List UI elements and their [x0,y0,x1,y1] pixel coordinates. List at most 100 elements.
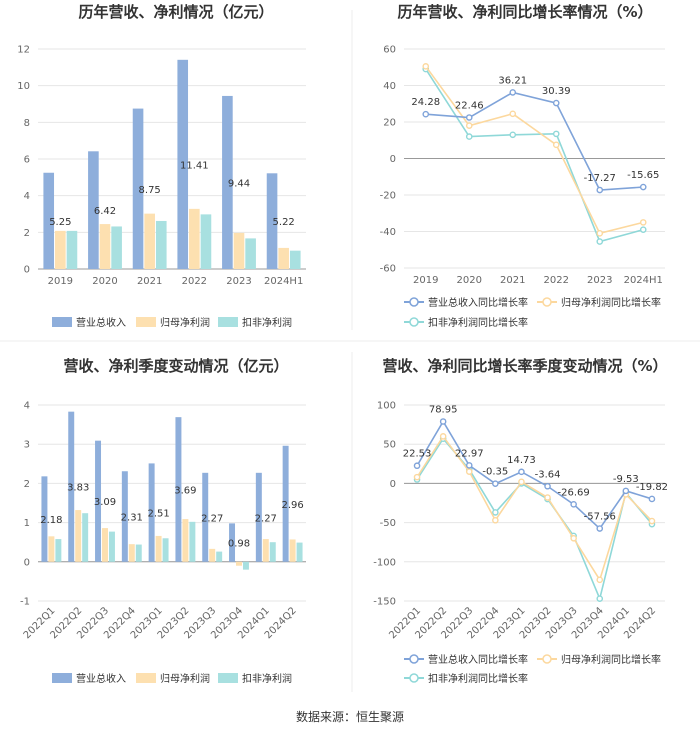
data-point [570,501,577,508]
legend-marker [542,297,552,307]
x-tick-label: 2020 [92,276,117,287]
data-point [596,576,604,584]
bar-revenue [175,417,182,562]
x-tick-label: 2023 [587,275,612,286]
y-tick-label: 2 [24,479,30,490]
bar-revenue [41,476,48,562]
legend-label: 归母净利润同比增长率 [561,296,661,309]
annual-revenue-profit-bar-chart: 历年营收、净利情况（亿元） 0 2 4 6 8 10 12 2019 2020 2021 2022 2… [17,3,306,329]
bar-revenue [222,95,233,269]
series-line-deducted-profit [425,68,644,243]
legend-label: 归母净利润同比增长率 [561,653,661,666]
bar-deducted-profit [55,539,62,562]
bar-revenue [43,172,55,269]
data-label: -17.27 [584,173,616,184]
data-label: 11.41 [180,160,209,171]
data-label: 2.27 [255,513,277,524]
data-label: 2.27 [201,513,223,524]
y-tick-label: 4 [24,401,30,412]
data-point [439,418,447,425]
y-tick-label: -150 [373,597,396,608]
x-tick-label: 2020 [457,275,482,286]
x-tick-label: 2024H1 [624,275,663,286]
y-tick-label: 12 [17,45,30,56]
y-tick-label: 6 [24,155,30,166]
bar-parent-profit [289,539,296,562]
data-point [596,186,604,194]
data-point [465,122,473,129]
series-line-parent-profit [425,65,644,235]
data-point [422,63,430,70]
bar-parent-profit [99,224,111,269]
legend-label: 营业总收入 [76,316,126,329]
data-point [648,495,656,503]
bar-deducted-profit [155,220,167,269]
y-tick-label: -1 [20,597,30,608]
data-label: 2.51 [147,509,169,520]
legend-label: 营业总收入同比增长率 [428,296,528,309]
bar-revenue [132,108,144,269]
data-point [518,468,525,476]
data-point [422,110,430,118]
data-label: -3.64 [535,469,561,480]
legend-label: 扣非净利润同比增长率 [428,316,528,329]
bar-revenue [255,472,262,562]
x-tick-label: 2024H1 [264,276,303,287]
bar-deducted-profit [245,238,256,269]
legend: 营业总收入同比增长率 归母净利润同比增长率 扣非净利润同比增长率 [404,653,661,685]
data-point [465,114,473,121]
bar-revenue [88,151,99,269]
data-point [639,226,647,233]
data-label: -15.65 [627,170,659,181]
series-line-parent-profit [416,434,653,582]
data-label: -19.82 [636,482,668,493]
y-tick-label: 2 [24,228,30,239]
bar-revenue [229,523,236,562]
data-label: 5.25 [49,217,71,228]
y-tick-label: 50 [383,440,396,451]
x-tick-label: 2023 [226,276,251,287]
bar-revenue [177,59,189,269]
data-point [596,238,604,245]
data-point [552,141,560,149]
chart-title: 营收、净利同比增长率季度变动情况（%） [382,357,667,375]
bar-parent-profit [189,208,200,269]
data-label: 36.21 [498,75,527,86]
bar-deducted-profit [242,561,249,570]
legend-swatch-revenue [52,317,72,327]
data-point [570,534,577,542]
legend-marker [542,654,552,664]
bar-deducted-profit [289,250,301,269]
x-tick-label: 2019 [413,275,438,286]
y-tick-label: 60 [383,45,396,56]
bar-deducted-profit [189,521,196,562]
legend-swatch-parent-profit [136,673,156,683]
data-label: 8.75 [139,185,161,196]
data-point [492,509,499,516]
bar-deducted-profit [216,551,223,562]
data-point [439,433,447,440]
legend-label: 扣非净利润 [242,316,292,329]
y-tick-label: 1 [24,518,30,529]
data-point [492,480,499,487]
data-label: 2.18 [40,515,62,526]
y-tick-label: -50 [380,518,396,529]
y-tick-label: 0 [24,557,30,568]
data-label: 78.95 [429,405,458,416]
x-tick-label: 2021 [137,276,162,287]
legend-label: 营业总收入同比增长率 [428,653,528,666]
bar-deducted-profit [82,513,89,562]
data-label: -9.53 [613,474,639,485]
bar-parent-profit [128,544,135,562]
bar-parent-profit [262,539,269,562]
annual-growth-rate-line-chart: 历年营收、净利同比增长率情况（%） -60 -40 -20 0 20 40 60 2019 20… [380,3,665,329]
bar-parent-profit [209,548,216,562]
bar-revenue [202,472,209,562]
data-point [552,99,560,107]
bar-deducted-profit [162,538,169,562]
y-tick-label: -60 [380,264,396,275]
legend: 营业总收入 归母净利润 扣非净利润 [52,672,292,685]
data-point [544,482,551,490]
y-tick-label: -100 [373,557,396,568]
bar-parent-profit [278,247,289,269]
